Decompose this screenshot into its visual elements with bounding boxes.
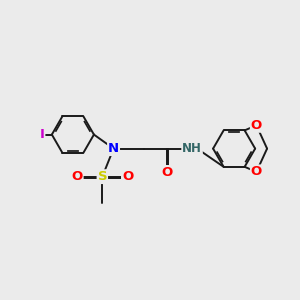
Text: O: O bbox=[161, 166, 172, 179]
Text: O: O bbox=[71, 170, 83, 183]
Text: S: S bbox=[98, 170, 107, 183]
Text: O: O bbox=[251, 165, 262, 178]
Text: I: I bbox=[40, 128, 44, 141]
Text: NH: NH bbox=[182, 142, 202, 155]
Text: N: N bbox=[108, 142, 119, 155]
Text: O: O bbox=[122, 170, 133, 183]
Text: O: O bbox=[251, 119, 262, 132]
